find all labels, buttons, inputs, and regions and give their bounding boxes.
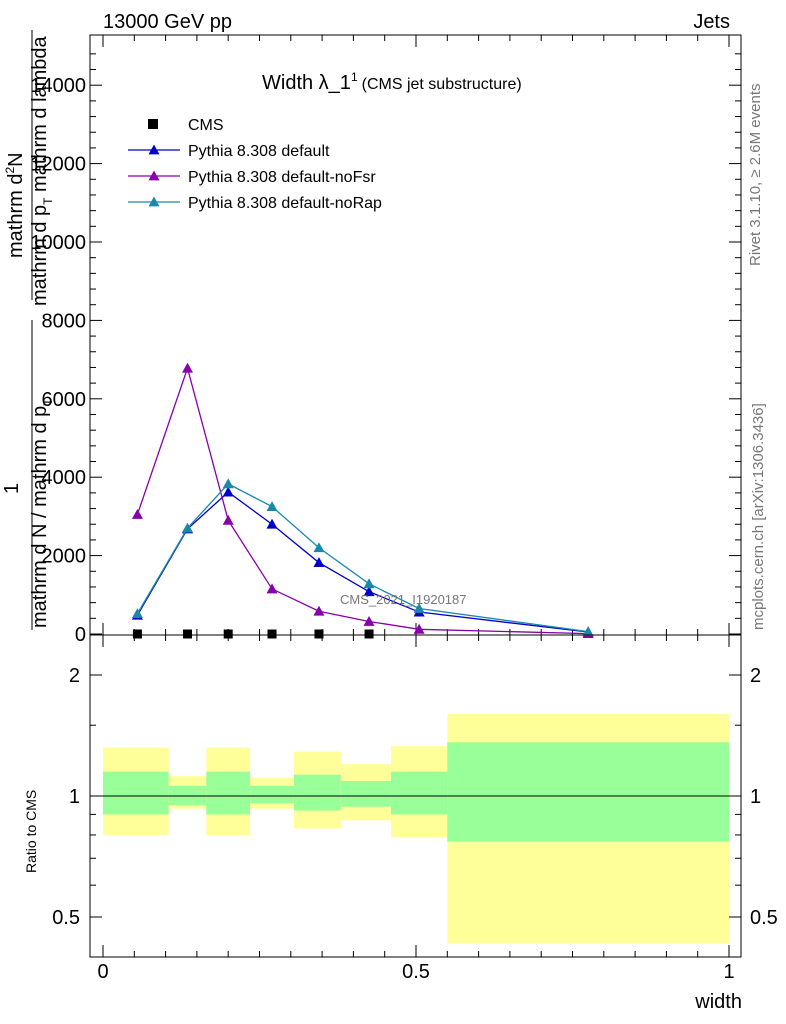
cms-data-point [183,629,193,639]
main-panel-ticks [90,35,741,635]
ratio-band-inner [250,785,294,804]
ratio-y-tick-label: 2 [69,665,80,687]
main-y-tick-label: 0 [75,624,86,646]
jets-label: Jets [693,11,730,33]
series-point [266,583,278,594]
legend-marker [148,196,160,207]
ratio-band-inner [390,771,448,815]
series-point [131,508,143,519]
ratio-y-axis-label: Ratio to CMS [23,790,39,873]
series-point [182,362,194,373]
ratio-band-inner [340,780,391,807]
cms-data-point [364,629,374,639]
main-y-tick-label: 10000 [30,232,86,254]
energy-label: 13000 GeV pp [103,11,232,33]
ratio-y-tick-label-right: 2 [750,665,761,687]
ratio-band-inner [103,771,169,815]
ratio-y-tick-labels: 0.5 0.5 1 1 2 2 [52,665,778,929]
series-line [136,365,589,635]
x-axis-label: width [694,991,742,1013]
svg-text:1: 1 [1,483,23,494]
cms-data-point [314,629,324,639]
series-point [313,557,325,568]
main-y-tick-label: 8000 [42,310,87,332]
series-point [413,603,425,613]
legend-label: CMS [188,117,224,134]
ratio-panel-ticks [90,635,741,957]
main-y-tick-label: 14000 [30,75,86,97]
x-tick-label: 0 [97,961,108,983]
ratio-y-tick-label-right: 1 [750,786,761,808]
ratio-panel-frame [89,634,742,958]
series-point [363,586,375,597]
ratio-y-tick-label: 0.5 [52,907,80,929]
series-point [313,605,325,616]
main-y-axis-label: mathrm d2N mathrm d pT mathrm d lambda 1… [1,30,55,630]
series-line [136,491,589,633]
x-tick-label: 0.5 [402,961,430,983]
legend-marker [148,170,160,181]
series-point [182,522,194,533]
series-point [313,542,325,553]
main-y-tick-label: 12000 [30,154,86,176]
series-point [222,478,234,489]
series-point [582,626,594,637]
main-y-tick-label: 6000 [42,389,87,411]
legend-label: Pythia 8.308 default-noFsr [188,169,376,186]
cms-data-point [132,629,142,639]
cms-data-point [267,629,277,639]
series-point [266,501,278,511]
legend: CMS Pythia 8.308 default Pythia 8.308 defa… [128,117,382,212]
series-point [363,578,375,589]
svg-text:mathrm d2N: mathrm d2N [3,152,27,258]
main-series [131,362,594,639]
svg-text:mathrm d pT mathrm d lambda: mathrm d pT mathrm d lambda [29,35,55,306]
main-y-tick-label: 4000 [42,467,87,489]
legend-marker-cms [148,119,158,129]
ratio-y-tick-label: 1 [69,786,80,808]
analysis-watermark: CMS_2021_I1920187 [340,592,467,607]
legend-label: Pythia 8.308 default [188,143,330,160]
series-point [413,623,425,634]
mcplots-label: mcplots.cern.ch [arXiv:1306.3436] [750,403,767,630]
x-tick-label: 1 [723,961,734,983]
series-point [222,514,234,525]
chart-title: Width λ_11 (CMS jet substructure) [262,70,522,94]
legend-label: Pythia 8.308 default-noRap [188,195,382,212]
cms-data-point [223,629,233,639]
ratio-band-inner [206,771,251,815]
series-point [222,486,234,497]
main-y-tick-label: 2000 [42,546,87,568]
x-tick-labels: 0 0.5 1 [97,961,734,983]
series-point [363,615,375,626]
ratio-bands [103,713,729,944]
series-point [266,518,278,529]
rivet-label: Rivet 3.1.10, ≥ 2.6M events [747,84,764,267]
series-point [131,608,143,619]
ratio-band-inner [168,785,207,805]
legend-marker [148,144,160,155]
svg-text:mathrm d N / mathrm d pT: mathrm d N / mathrm d pT [29,398,55,628]
ratio-band-inner [293,774,341,811]
series-line [136,483,589,633]
ratio-y-tick-label-right: 0.5 [750,907,778,929]
main-y-tick-labels: 0 2000 4000 6000 8000 10000 12000 14000 [30,75,86,646]
ratio-band-inner [447,742,729,842]
